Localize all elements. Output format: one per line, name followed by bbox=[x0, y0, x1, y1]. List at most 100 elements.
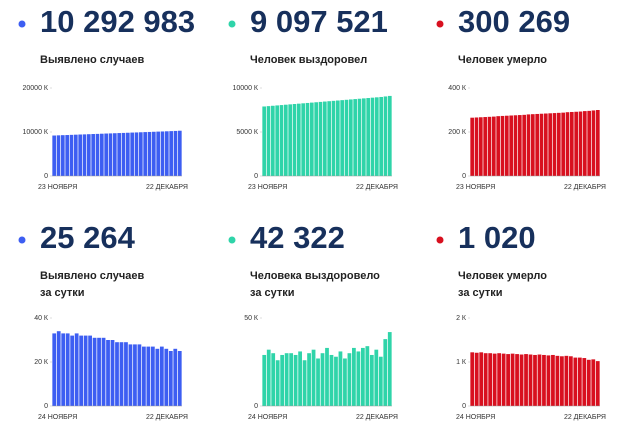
bar bbox=[561, 112, 565, 176]
headline-number: 1 020 bbox=[458, 220, 536, 255]
subtitle: Человек выздоровел bbox=[250, 54, 367, 66]
bar bbox=[78, 134, 82, 176]
bar bbox=[302, 360, 307, 406]
y-tick-label: 10000 К bbox=[23, 129, 49, 136]
bar bbox=[262, 354, 267, 406]
bar bbox=[56, 331, 61, 406]
bar bbox=[119, 342, 124, 406]
bar bbox=[577, 357, 582, 406]
headline-number: 9 097 521 bbox=[250, 4, 388, 39]
bar bbox=[160, 131, 165, 176]
bar bbox=[271, 105, 275, 176]
bar bbox=[552, 113, 557, 176]
legend-dot bbox=[228, 236, 236, 244]
bar bbox=[323, 101, 327, 176]
bar bbox=[366, 98, 370, 176]
bar bbox=[557, 112, 561, 176]
bar bbox=[284, 353, 289, 406]
bar bbox=[142, 346, 146, 406]
bar bbox=[505, 115, 509, 176]
bar bbox=[150, 346, 155, 406]
bar bbox=[336, 100, 340, 176]
bar bbox=[293, 354, 298, 406]
bar bbox=[130, 132, 134, 176]
bar bbox=[383, 339, 388, 406]
subtitle: Человека выздоровело bbox=[250, 270, 380, 282]
bar bbox=[334, 356, 338, 406]
bar bbox=[370, 97, 375, 176]
bar bbox=[284, 104, 288, 176]
bar bbox=[91, 134, 95, 176]
bar bbox=[501, 353, 506, 406]
bar bbox=[327, 101, 331, 176]
bar bbox=[173, 130, 178, 176]
bar bbox=[156, 131, 160, 176]
headline-number: 10 292 983 bbox=[40, 4, 195, 39]
bar bbox=[297, 103, 301, 176]
bar bbox=[578, 111, 583, 176]
y-tick-label: 5000 К bbox=[236, 129, 259, 136]
bar bbox=[470, 117, 474, 176]
x-tick-label: 23 НОЯБРЯ bbox=[456, 184, 495, 191]
bar bbox=[487, 116, 492, 176]
y-tick-label: 200 К bbox=[448, 129, 467, 136]
headline-number: 42 322 bbox=[250, 220, 345, 255]
bar bbox=[587, 110, 591, 176]
bar bbox=[146, 346, 151, 406]
x-tick-label: 22 ДЕКАБРЯ bbox=[564, 184, 606, 191]
bar bbox=[353, 99, 357, 176]
bar bbox=[344, 99, 349, 176]
bar bbox=[595, 361, 600, 406]
bar bbox=[513, 115, 518, 176]
bar bbox=[483, 353, 488, 406]
bar bbox=[301, 103, 305, 176]
bar bbox=[591, 110, 596, 176]
y-tick-label: 40 К bbox=[34, 315, 49, 322]
bar bbox=[288, 104, 292, 176]
bar bbox=[88, 335, 92, 406]
bar bbox=[582, 358, 587, 406]
x-tick-label: 22 ДЕКАБРЯ bbox=[146, 184, 188, 191]
bar bbox=[79, 335, 84, 406]
legend-dot bbox=[18, 20, 26, 28]
bar bbox=[87, 134, 91, 176]
bar bbox=[139, 132, 143, 176]
bar bbox=[479, 352, 484, 406]
bar bbox=[573, 357, 578, 406]
bar bbox=[147, 131, 152, 176]
bar bbox=[65, 333, 70, 406]
bar bbox=[548, 113, 552, 176]
bar bbox=[74, 134, 78, 176]
bar bbox=[271, 353, 276, 406]
bar bbox=[178, 130, 182, 176]
bar bbox=[474, 352, 479, 406]
legend-dot bbox=[436, 236, 444, 244]
bar bbox=[551, 354, 555, 406]
bar bbox=[74, 333, 79, 406]
bar bbox=[500, 115, 505, 176]
bar bbox=[492, 353, 497, 406]
bar bbox=[531, 114, 535, 176]
bar bbox=[388, 95, 392, 176]
bar bbox=[61, 333, 66, 406]
y-tick-label: 0 bbox=[254, 173, 258, 180]
legend-dot bbox=[18, 236, 26, 244]
bar bbox=[506, 354, 510, 406]
bar bbox=[515, 354, 519, 406]
x-tick-label: 22 ДЕКАБРЯ bbox=[564, 414, 606, 421]
bar bbox=[492, 116, 496, 176]
subtitle: за сутки bbox=[40, 287, 85, 299]
bar bbox=[307, 353, 311, 406]
bar bbox=[69, 134, 74, 176]
bar bbox=[95, 133, 100, 176]
bar bbox=[356, 351, 361, 406]
y-tick-label: 0 bbox=[462, 173, 466, 180]
bar bbox=[159, 346, 164, 406]
x-tick-label: 24 НОЯБРЯ bbox=[248, 414, 287, 421]
bar bbox=[340, 100, 344, 176]
bar bbox=[289, 353, 294, 406]
x-tick-label: 24 НОЯБРЯ bbox=[456, 414, 495, 421]
y-tick-label: 400 К bbox=[448, 85, 467, 92]
x-tick-label: 22 ДЕКАБРЯ bbox=[356, 414, 398, 421]
